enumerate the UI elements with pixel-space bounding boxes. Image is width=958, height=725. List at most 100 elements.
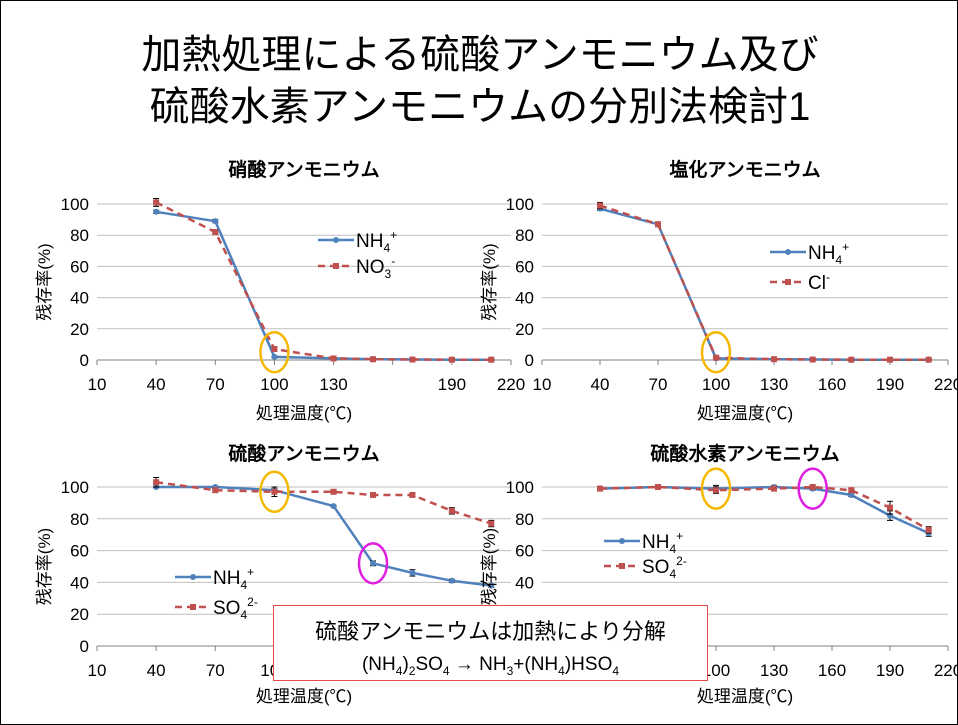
- x-tick-label: 40: [147, 375, 166, 394]
- data-point: [271, 488, 278, 495]
- x-tick-label: 10: [88, 375, 107, 394]
- y-tick-label: 100: [506, 478, 534, 497]
- legend-label: NH4+: [642, 529, 683, 556]
- x-tick-label: 220: [497, 375, 525, 394]
- legend-label-sup: 2-: [676, 554, 687, 568]
- legend-marker: [619, 538, 625, 544]
- chart-title: 硫酸水素アンモニウム: [650, 442, 839, 465]
- x-tick-label: 160: [818, 661, 846, 680]
- legend-label-sup: -: [391, 254, 395, 268]
- data-point: [448, 356, 455, 363]
- x-tick-label: 70: [206, 661, 225, 680]
- note-line-1: 硫酸アンモニウムは加熱により分解: [315, 619, 666, 644]
- data-point: [887, 504, 893, 511]
- legend-label-main: NH: [808, 243, 835, 264]
- series-line-2: [599, 204, 929, 361]
- data-point: [848, 356, 855, 363]
- eq-sub: 4: [558, 663, 565, 678]
- y-tick-label: 60: [70, 257, 89, 276]
- legend-marker: [785, 249, 791, 255]
- data-point: [655, 484, 661, 490]
- series-line-1: [156, 485, 492, 587]
- y-tick-label: 80: [70, 510, 89, 529]
- data-point: [771, 356, 777, 363]
- legend-label-sub: 4: [240, 608, 247, 622]
- y-tick-label: 60: [515, 257, 534, 276]
- legend-label-sub: 4: [835, 253, 842, 267]
- data-point: [713, 354, 719, 361]
- data-point: [771, 485, 777, 492]
- x-tick-label: 100: [702, 375, 730, 394]
- legend-label-main: SO: [213, 598, 240, 619]
- y-axis-label: 残存率(%): [480, 243, 499, 320]
- y-tick-label: 20: [70, 605, 89, 624]
- eq-part: ): [402, 654, 409, 675]
- legend-label-sub: 4: [240, 578, 247, 592]
- legend-label-main: SO: [642, 557, 669, 578]
- data-point: [409, 491, 416, 498]
- data-point: [597, 485, 603, 492]
- legend-label: NH4+: [213, 565, 254, 592]
- x-tick-label: 10: [533, 375, 552, 394]
- eq-part: (NH: [361, 654, 396, 675]
- title-line-2: 硫酸水素アンモニウムの分別法検討1: [149, 85, 811, 129]
- data-point: [212, 487, 219, 494]
- slide-title: 加熱処理による硫酸アンモニウム及び 硫酸水素アンモニウムの分別法検討1: [1, 29, 958, 133]
- chart-1: 硝酸アンモニウム 0 20 40 60 80 100 10 40 70 100 130 190 220 処理…: [35, 158, 525, 423]
- eq-sub: 3: [506, 663, 514, 678]
- eq-part: )HSO: [564, 654, 613, 675]
- data-point: [925, 526, 932, 533]
- series-line-2: [599, 485, 930, 531]
- x-tick-label: 190: [876, 375, 904, 394]
- legend-label-sup: 2-: [247, 595, 258, 609]
- x-tick-label: 130: [319, 375, 347, 394]
- data-point: [488, 520, 495, 527]
- x-tick-label: 160: [818, 375, 846, 394]
- decomposition-note: 硫酸アンモニウムは加熱により分解 (NH4)2SO4 → NH3+(NH4)HS…: [273, 605, 708, 681]
- legend-marker: [333, 263, 339, 269]
- y-axis-label: 残存率(%): [35, 528, 54, 605]
- legend-label-sup: +: [247, 565, 254, 579]
- x-tick-label: 40: [147, 661, 166, 680]
- title-line-1: 加熱処理による硫酸アンモニウム及び: [141, 33, 819, 77]
- data-point: [370, 491, 376, 498]
- data-point: [448, 577, 455, 584]
- x-tick-label: 190: [438, 375, 466, 394]
- legend-label: NH4+: [356, 228, 397, 255]
- series-line-1: [155, 210, 492, 361]
- data-point: [153, 199, 160, 206]
- x-axis-label: 処理温度(℃): [256, 687, 352, 706]
- legend-label: SO42-: [213, 595, 258, 622]
- eq-part: → NH: [449, 654, 507, 675]
- legend-label-sup: +: [390, 228, 397, 242]
- y-tick-label: 40: [515, 289, 534, 308]
- data-point: [153, 208, 160, 215]
- note-equation: (NH4)2SO4 → NH3+(NH4)HSO4: [274, 654, 707, 678]
- series-line-1: [599, 207, 929, 361]
- yellow-highlight-circle: [259, 330, 290, 374]
- legend-marker: [190, 604, 196, 610]
- data-point: [488, 356, 495, 363]
- x-axis-label: 処理温度(℃): [256, 404, 352, 423]
- legend-label-sup: +: [676, 529, 683, 543]
- legend-marker: [333, 237, 339, 243]
- legend-label-main: NH: [213, 568, 240, 589]
- y-axis-label: 残存率(%): [35, 243, 54, 320]
- x-axis-label: 処理温度(℃): [697, 404, 793, 423]
- chart-2: 塩化アンモニウム 0 20 40 60 80 100 10 40 70 100 130 160 190 22…: [480, 158, 958, 423]
- legend-label: NO3-: [356, 254, 395, 281]
- x-tick-label: 100: [702, 661, 730, 680]
- data-point: [271, 346, 278, 353]
- data-point: [153, 479, 160, 486]
- x-tick-label: 220: [934, 661, 958, 680]
- eq-sub: 4: [395, 663, 403, 678]
- y-tick-label: 80: [70, 226, 89, 245]
- data-point: [925, 356, 932, 363]
- y-tick-label: 0: [525, 351, 534, 370]
- data-point: [330, 488, 337, 495]
- chart-title: 塩化アンモニウム: [669, 158, 820, 181]
- y-tick-label: 60: [515, 542, 534, 561]
- data-point: [655, 221, 661, 228]
- data-point: [809, 356, 816, 363]
